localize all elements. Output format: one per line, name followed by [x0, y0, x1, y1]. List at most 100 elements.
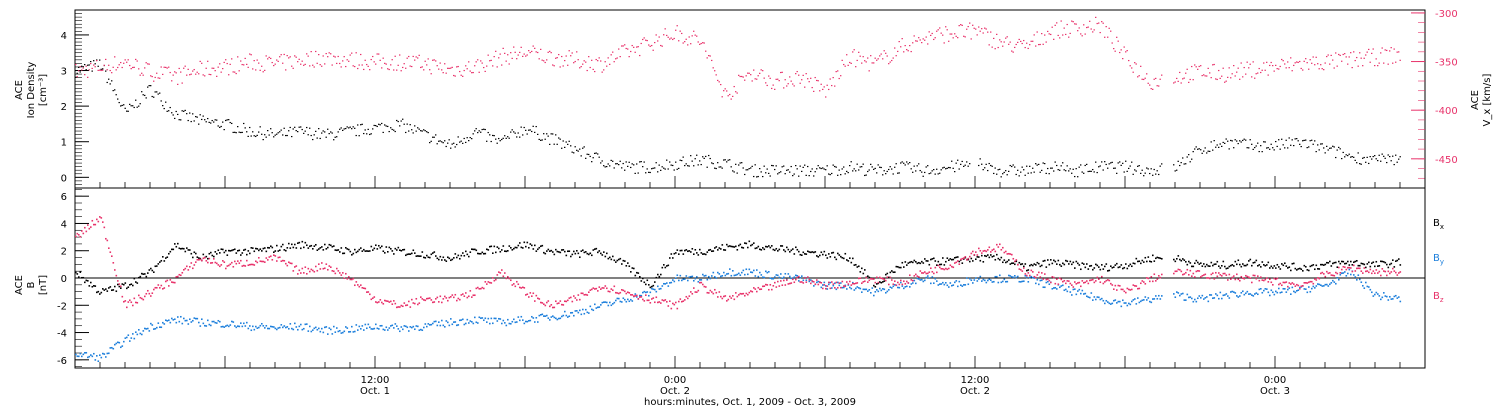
bx-point	[309, 245, 311, 248]
density-point	[1371, 158, 1373, 160]
vx-point	[262, 71, 264, 73]
bx-point	[1134, 262, 1136, 265]
bz-point	[934, 266, 937, 269]
density-point	[880, 166, 882, 169]
density-point	[855, 170, 857, 172]
bx-point	[564, 250, 566, 253]
bx-point	[847, 260, 850, 262]
by-point	[648, 294, 650, 297]
density-point	[1308, 146, 1310, 148]
density-point	[171, 112, 173, 114]
bz-point	[877, 281, 880, 284]
vx-point	[1318, 68, 1320, 70]
by-point	[594, 303, 596, 306]
bx-point	[735, 245, 737, 248]
vx-point	[133, 66, 135, 68]
by-point	[420, 328, 422, 331]
bz-point	[168, 285, 170, 287]
vx-point	[784, 79, 786, 81]
by-point	[1038, 283, 1040, 286]
density-point	[1233, 147, 1235, 149]
density-point	[1155, 173, 1157, 175]
by-point	[547, 317, 550, 319]
bz-point	[1341, 268, 1343, 271]
bz-point	[913, 275, 916, 277]
by-point	[576, 310, 578, 312]
bx-point	[486, 248, 488, 251]
bz-point	[588, 291, 590, 293]
by-point	[789, 275, 791, 278]
by-point	[1147, 297, 1150, 299]
density-point	[699, 160, 701, 162]
bz-point	[817, 283, 820, 286]
density-point	[612, 160, 614, 162]
bx-point	[430, 253, 433, 256]
bx-point	[697, 254, 700, 256]
by-point	[580, 313, 583, 316]
bx-point	[543, 251, 545, 254]
bz-point	[1069, 282, 1072, 285]
bx-point	[874, 286, 877, 288]
bx-point	[1069, 260, 1072, 263]
by-point	[1101, 297, 1103, 300]
bx-point	[783, 249, 785, 251]
density-point	[1357, 152, 1359, 154]
density-point	[895, 163, 897, 165]
vx-point	[1315, 56, 1317, 58]
density-point	[811, 168, 813, 170]
bz-point	[994, 250, 997, 253]
bx-point	[607, 257, 610, 260]
vx-point	[81, 69, 83, 71]
density-point	[283, 127, 285, 129]
by-point	[1233, 291, 1235, 293]
by-point	[621, 301, 623, 303]
density-point	[1312, 143, 1314, 145]
bx-point	[1221, 264, 1223, 267]
bz-point	[651, 298, 653, 300]
vx-point	[1152, 88, 1154, 90]
vx-point	[318, 54, 320, 56]
density-point	[916, 165, 918, 167]
bz-point	[217, 264, 220, 266]
density-point	[189, 112, 191, 114]
density-point	[210, 122, 212, 124]
density-point	[279, 131, 281, 133]
by-point	[280, 324, 283, 326]
vx-point	[541, 59, 543, 61]
by-point	[510, 322, 512, 325]
bx-point	[1068, 263, 1070, 265]
by-point	[781, 277, 784, 280]
vx-point	[924, 39, 926, 41]
by-point	[136, 333, 139, 336]
vx-point	[264, 69, 266, 71]
by-point	[1279, 291, 1282, 294]
vx-point	[417, 57, 419, 59]
density-point	[466, 137, 468, 139]
bz-point	[1263, 279, 1265, 282]
vx-point	[511, 57, 513, 60]
density-point	[1012, 164, 1014, 166]
bx-point	[159, 261, 161, 263]
by-point	[1002, 280, 1004, 283]
density-point	[748, 168, 750, 170]
vx-point	[930, 34, 932, 37]
bx-point	[1297, 268, 1300, 270]
density-point	[183, 110, 185, 112]
vx-point	[589, 66, 591, 69]
by-point	[760, 274, 763, 276]
bz-point	[574, 297, 577, 299]
bz-point	[621, 288, 623, 291]
by-point	[1146, 299, 1148, 301]
bx-point	[310, 244, 313, 247]
vx-point	[1102, 22, 1104, 24]
vx-point	[316, 62, 318, 64]
bx-point	[1020, 263, 1022, 266]
density-point	[705, 155, 707, 158]
vx-point	[186, 74, 188, 76]
bx-point	[741, 246, 743, 249]
vx-point	[1060, 20, 1062, 22]
bx-point	[388, 246, 391, 249]
bx-point	[1119, 266, 1121, 268]
by-point	[115, 342, 118, 345]
bx-point	[403, 248, 406, 251]
